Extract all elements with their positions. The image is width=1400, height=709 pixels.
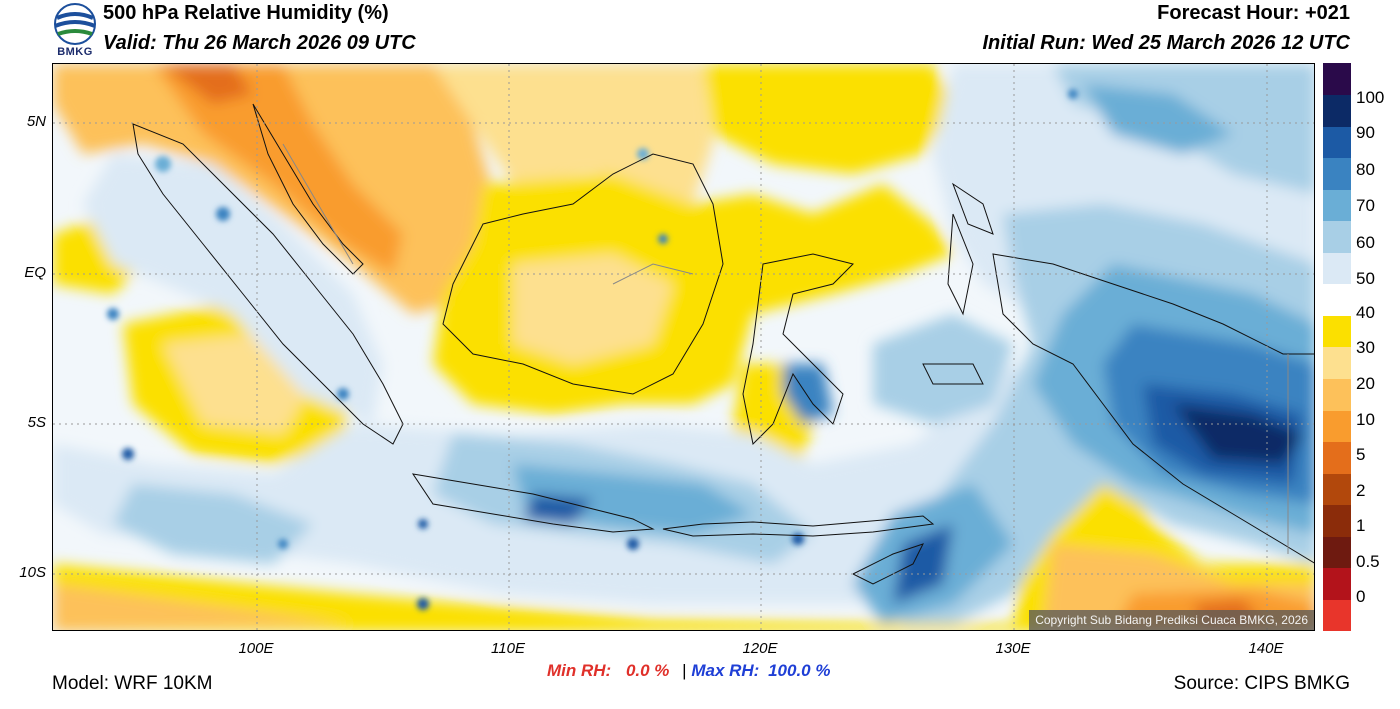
colorbar-segment	[1323, 536, 1351, 569]
colorbar-segment	[1323, 410, 1351, 443]
colorbar-segment	[1323, 599, 1351, 632]
lat-label-5n: 5N	[26, 113, 46, 130]
lat-label-10s: 10S	[19, 564, 46, 581]
colorbar-segment	[1323, 441, 1351, 474]
colorbar-segment	[1323, 378, 1351, 411]
colorbar-label: 10	[1356, 410, 1375, 429]
colorbar-label: 60	[1356, 233, 1375, 252]
colorbar-segment	[1323, 567, 1351, 600]
colorbar-segment	[1323, 504, 1351, 537]
colorbar-label: 70	[1356, 196, 1375, 215]
bmkg-globe-icon	[54, 3, 96, 45]
colorbar-label: 30	[1356, 338, 1375, 357]
forecast-hour: Forecast Hour: +021	[1157, 2, 1350, 24]
lat-label-eq: EQ	[24, 264, 46, 281]
colorbar-segment	[1323, 252, 1351, 285]
bmkg-logo-text: BMKG	[57, 46, 93, 58]
colorbar-label: 50	[1356, 269, 1375, 288]
min-rh-label: Min RH:	[547, 661, 612, 680]
bmkg-logo: BMKG	[52, 2, 98, 60]
colorbar-label: 2	[1356, 481, 1366, 500]
colorbar-label: 0.5	[1356, 552, 1380, 571]
lon-label-140e: 140E	[1248, 640, 1284, 657]
colorbar-label: 90	[1356, 123, 1375, 142]
humidity-map: Copyright Sub Bidang Prediksi Cuaca BMKG…	[52, 63, 1315, 631]
source-label: Source: CIPS BMKG	[1173, 673, 1350, 694]
colorbar-label: 0	[1356, 587, 1366, 606]
lon-label-100e: 100E	[238, 640, 274, 657]
copyright-notice: Copyright Sub Bidang Prediksi Cuaca BMKG…	[1029, 610, 1314, 630]
colorbar-label: 40	[1356, 303, 1375, 322]
borders	[282, 143, 1289, 554]
colorbar-segment	[1323, 63, 1351, 96]
lon-label-130e: 130E	[995, 640, 1031, 657]
min-rh-value: 0.0 %	[625, 661, 670, 680]
colorbar-label: 80	[1356, 160, 1375, 179]
colorbar-segment	[1323, 315, 1351, 348]
rh-stats: Min RH: 0.0 % | Max RH: 100.0 %	[547, 661, 830, 681]
lat-label-5s: 5S	[27, 414, 46, 431]
coastlines	[132, 103, 1314, 585]
colorbar-segment	[1323, 189, 1351, 222]
lon-label-110e: 110E	[491, 640, 525, 657]
colorbar-label: 20	[1356, 374, 1375, 393]
colorbar-segment	[1323, 220, 1351, 253]
initial-run: Initial Run: Wed 25 March 2026 12 UTC	[982, 32, 1350, 54]
colorbar	[1323, 63, 1351, 632]
colorbar-label: 1	[1356, 516, 1366, 535]
max-rh-label: Max RH:	[691, 661, 760, 680]
colorbar-label: 5	[1356, 445, 1366, 464]
colorbar-segment	[1323, 157, 1351, 190]
model-label: Model: WRF 10KM	[52, 673, 213, 694]
stats-separator: |	[682, 661, 687, 680]
colorbar-segment	[1323, 126, 1351, 159]
colorbar-segment	[1323, 94, 1351, 127]
humidity-map-graphic	[53, 64, 1314, 630]
valid-time: Valid: Thu 26 March 2026 09 UTC	[103, 32, 416, 54]
colorbar-segment	[1323, 283, 1351, 316]
colorbar-segment	[1323, 347, 1351, 380]
colorbar-segment	[1323, 473, 1351, 506]
max-rh-value: 100.0 %	[768, 661, 831, 680]
gridlines	[53, 64, 1314, 630]
chart-title: 500 hPa Relative Humidity (%)	[103, 2, 389, 24]
lon-label-120e: 120E	[742, 640, 778, 657]
colorbar-label: 100	[1356, 88, 1385, 107]
